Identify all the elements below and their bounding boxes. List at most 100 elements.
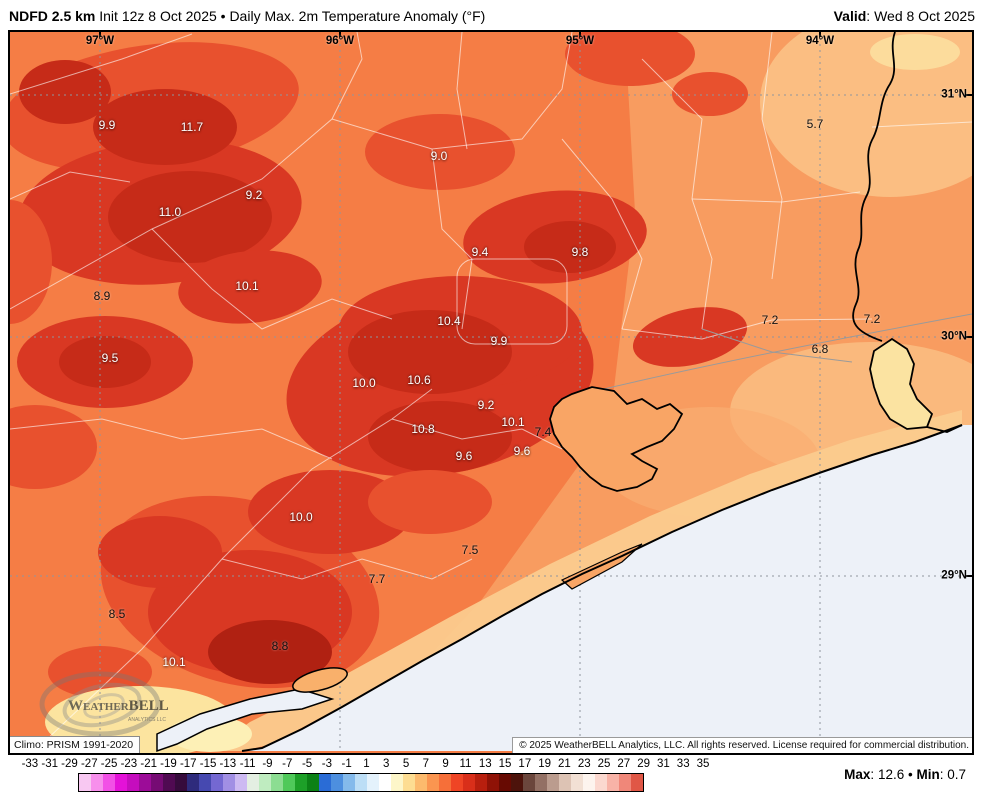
lon-label: 95°W	[565, 35, 595, 47]
map-value-label: 9.8	[571, 245, 589, 259]
legend-tick-label: -15	[199, 758, 217, 770]
lon-label: 96°W	[325, 35, 355, 47]
map-value-label: 9.2	[245, 188, 263, 202]
legend-tick-label: 21	[558, 758, 571, 770]
map-art: WEATHERBELL ANALYTICS LLC	[10, 32, 972, 753]
legend-tick-label: 9	[442, 758, 449, 770]
legend: -33 -31 -29 -27 -25 -23 -21 -19 -17 -15 -13 -11 -9 -7…	[8, 755, 976, 807]
legend-tick-label: 23	[577, 758, 591, 770]
map-value-label: 9.9	[490, 334, 508, 348]
map-value-label: 9.9	[98, 118, 116, 132]
legend-color-cell	[559, 774, 571, 791]
valid-label: Valid	[833, 8, 867, 24]
lon-label: 94°W	[805, 35, 835, 47]
legend-color-cell	[199, 774, 211, 791]
hydro-features	[156, 32, 963, 753]
legend-tick-label: 33	[676, 758, 690, 770]
map-value-label: 10.0	[352, 376, 376, 390]
legend-tick-label: -31	[41, 758, 58, 770]
copyright-note: © 2025 WeatherBELL Analytics, LLC. All r…	[512, 737, 972, 753]
legend-color-cell	[247, 774, 259, 791]
max-min-readout: Max: 12.6 • Min: 0.7	[844, 767, 966, 782]
legend-tick-label: -25	[100, 758, 118, 770]
climo-note: Climo: PRISM 1991-2020	[10, 736, 141, 753]
map-value-label: 10.1	[235, 279, 259, 293]
legend-color-cell	[127, 774, 139, 791]
legend-color-cell	[511, 774, 523, 791]
min-label: Min	[916, 767, 940, 782]
pale-patch	[760, 32, 972, 197]
legend-color-cell	[163, 774, 175, 791]
map-value-label: 10.4	[437, 314, 461, 328]
legend-color-cell	[103, 774, 115, 791]
sabine-lake	[869, 337, 934, 430]
legend-color-cell	[211, 774, 223, 791]
shore-yellow	[870, 34, 960, 70]
legend-color-cell	[607, 774, 619, 791]
legend-color-cell	[499, 774, 511, 791]
map-value-label: 7.4	[534, 425, 552, 439]
legend-tick-label: -27	[80, 758, 98, 770]
legend-color-cell	[355, 774, 367, 791]
map-title: NDFD 2.5 km Init 12z 8 Oct 2025 • Daily …	[9, 8, 485, 24]
map-value-label: 9.0	[430, 149, 448, 163]
legend-tick-label: 1	[363, 758, 370, 770]
product-name: NDFD 2.5 km	[9, 8, 96, 24]
legend-tick-label: -3	[321, 758, 332, 770]
title-subtitle: Init 12z 8 Oct 2025 • Daily Max. 2m Temp…	[95, 8, 486, 24]
map-value-label: 5.7	[806, 117, 824, 131]
max-value: 12.6	[877, 767, 905, 782]
legend-tick-label: 27	[617, 758, 631, 770]
map-value-label: 7.2	[863, 312, 881, 326]
legend-color-cell	[223, 774, 235, 791]
legend-color-cell	[175, 774, 187, 791]
map-value-label: 9.5	[101, 351, 119, 365]
legend-color-cell	[619, 774, 631, 791]
max-sep: :	[870, 767, 878, 782]
legend-tick-label: 13	[478, 758, 492, 770]
legend-color-cell	[151, 774, 163, 791]
legend-ticks: -33 -31 -29 -27 -25 -23 -21 -19 -17 -15 -13 -11 -9 -7…	[20, 758, 713, 770]
legend-color-cell	[235, 774, 247, 791]
sabine-river	[852, 32, 896, 342]
legend-color-cell	[115, 774, 127, 791]
map-value-label: 10.8	[411, 422, 435, 436]
legend-color-cell	[535, 774, 547, 791]
legend-tick-label: 35	[696, 758, 710, 770]
map-value-label: 11.0	[158, 205, 182, 219]
lat-label: 31°N	[941, 88, 967, 101]
legend-bar	[78, 773, 644, 792]
legend-tick-label: 3	[383, 758, 390, 770]
min-sep: :	[939, 767, 948, 782]
map-value-label: 7.2	[761, 313, 779, 327]
legend-color-cell	[379, 774, 391, 791]
legend-tick-label: -7	[282, 758, 293, 770]
map-value-label: 9.4	[471, 245, 489, 259]
legend-color-cell	[571, 774, 583, 791]
legend-color-cell	[187, 774, 199, 791]
legend-color-cell	[439, 774, 451, 791]
map-value-label: 7.5	[461, 543, 479, 557]
county-borders	[10, 32, 972, 745]
map-value-label: 8.8	[271, 639, 289, 653]
valid-time: Valid: Wed 8 Oct 2025	[834, 8, 975, 24]
legend-color-cell	[283, 774, 295, 791]
map-value-label: 9.2	[477, 398, 495, 412]
legend-color-cell	[343, 774, 355, 791]
legend-color-cell	[307, 774, 319, 791]
legend-color-cell	[595, 774, 607, 791]
header: NDFD 2.5 km Init 12z 8 Oct 2025 • Daily …	[0, 0, 984, 30]
map-value-label: 7.7	[368, 572, 386, 586]
legend-color-cell	[295, 774, 307, 791]
map-value-label: 10.0	[289, 510, 313, 524]
legend-tick-label: -5	[301, 758, 313, 770]
valid-value: : Wed 8 Oct 2025	[866, 8, 975, 24]
legend-tick-label: -9	[262, 758, 273, 770]
gulf-water	[242, 425, 972, 751]
legend-color-cell	[139, 774, 151, 791]
coastal-pale-band	[210, 410, 962, 751]
small-bay	[292, 667, 348, 693]
legend-tick-label: 11	[459, 758, 472, 770]
legend-tick-label: -19	[160, 758, 177, 770]
legend-tick-label: -17	[179, 758, 197, 770]
